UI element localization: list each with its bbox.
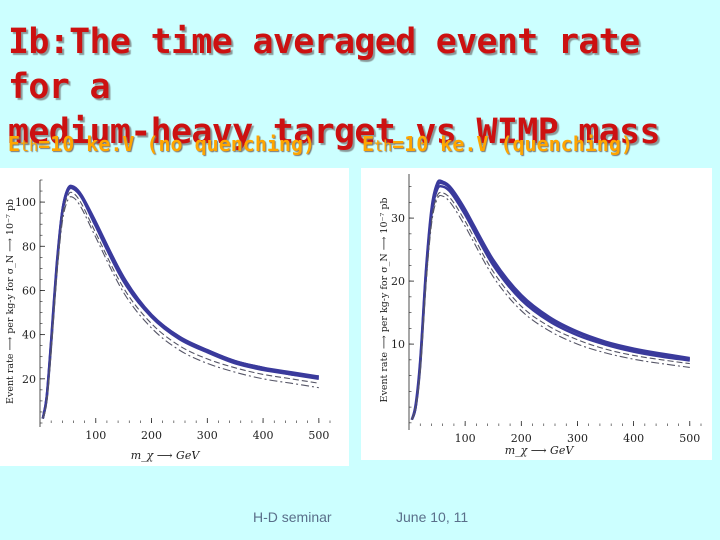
- left-heading-e: E: [8, 132, 21, 156]
- right-heading-e: E: [362, 132, 375, 156]
- y-axis-label: Event rate ⟶ per kg-y for σ_N ⟶ 10⁻⁷ pb: [379, 198, 390, 403]
- x-tick-label: 300: [197, 429, 218, 442]
- series-line-solid-3: [410, 179, 691, 421]
- x-tick-label: 200: [141, 429, 162, 442]
- series-line-solid-2: [41, 186, 319, 419]
- series-line-dashed: [411, 191, 690, 420]
- slide-title-line1: Ib:The time averaged event rate for a: [8, 22, 640, 107]
- x-tick-label: 500: [308, 429, 329, 442]
- y-tick-label: 20: [391, 275, 405, 288]
- x-axis-label: m_χ ⟶ GeV: [505, 444, 575, 457]
- left-event-rate-chart: 20 40 60 80 100 100 200 300 400 500 m_χ ⟶ GeV Event…: [5, 179, 331, 462]
- left-panel-heading: Eth=10 ke.V (no quenching): [8, 132, 315, 156]
- footer-seminar: H-D seminar: [253, 509, 332, 525]
- left-heading-sub: th: [20, 137, 39, 155]
- y-tick-label: 10: [391, 338, 405, 351]
- y-tick-label: 20: [22, 373, 36, 386]
- footer-date: June 10, 11: [396, 509, 469, 525]
- series-line-dash-dot: [42, 196, 319, 419]
- slide-title-line2: medium-heavy target vs WIMP mass: [8, 112, 661, 152]
- x-axis-label: m_χ ⟶ GeV: [131, 449, 201, 462]
- y-axis-label: Event rate ⟶ per kg-y for σ_N ⟶ 10⁻⁷ pb: [5, 199, 16, 404]
- right-chart-panel: 10 20 30 100 200 300 400 500 m_χ ⟶ GeV Event rate…: [361, 168, 712, 460]
- x-tick-label: 500: [679, 432, 700, 445]
- y-tick-label: 30: [391, 212, 405, 225]
- series-line-solid-2: [410, 184, 690, 421]
- x-tick-label: 200: [511, 432, 532, 445]
- x-tick-label: 300: [567, 432, 588, 445]
- right-heading-sub: th: [374, 137, 393, 155]
- y-tick-label: 60: [22, 284, 36, 297]
- series-line-solid-1: [41, 184, 319, 419]
- right-event-rate-chart: 10 20 30 100 200 300 400 500 m_χ ⟶ GeV Event rate…: [379, 174, 702, 457]
- series-line-dashed: [42, 191, 319, 419]
- y-tick-label: 40: [22, 329, 36, 342]
- left-heading-rest: =10 ke.V (no quenching): [38, 132, 316, 156]
- x-tick-label: 400: [623, 432, 644, 445]
- slide-title: Ib:The time averaged event rate for a me…: [8, 20, 713, 155]
- x-tick-label: 100: [455, 432, 476, 445]
- x-tick-label: 400: [253, 429, 274, 442]
- series-line-dash-dot: [411, 194, 690, 420]
- y-tick-label: 100: [15, 196, 36, 209]
- left-chart-panel: 20 40 60 80 100 100 200 300 400 500 m_χ ⟶ GeV Event…: [0, 168, 349, 466]
- series-line-solid-1: [410, 181, 690, 421]
- right-panel-heading: Eth=10 ke.V (quenching): [362, 132, 633, 156]
- right-heading-rest: =10 ke.V (quenching): [392, 132, 633, 156]
- series-line-solid-3: [41, 185, 319, 419]
- x-tick-label: 100: [85, 429, 106, 442]
- y-tick-label: 80: [22, 240, 36, 253]
